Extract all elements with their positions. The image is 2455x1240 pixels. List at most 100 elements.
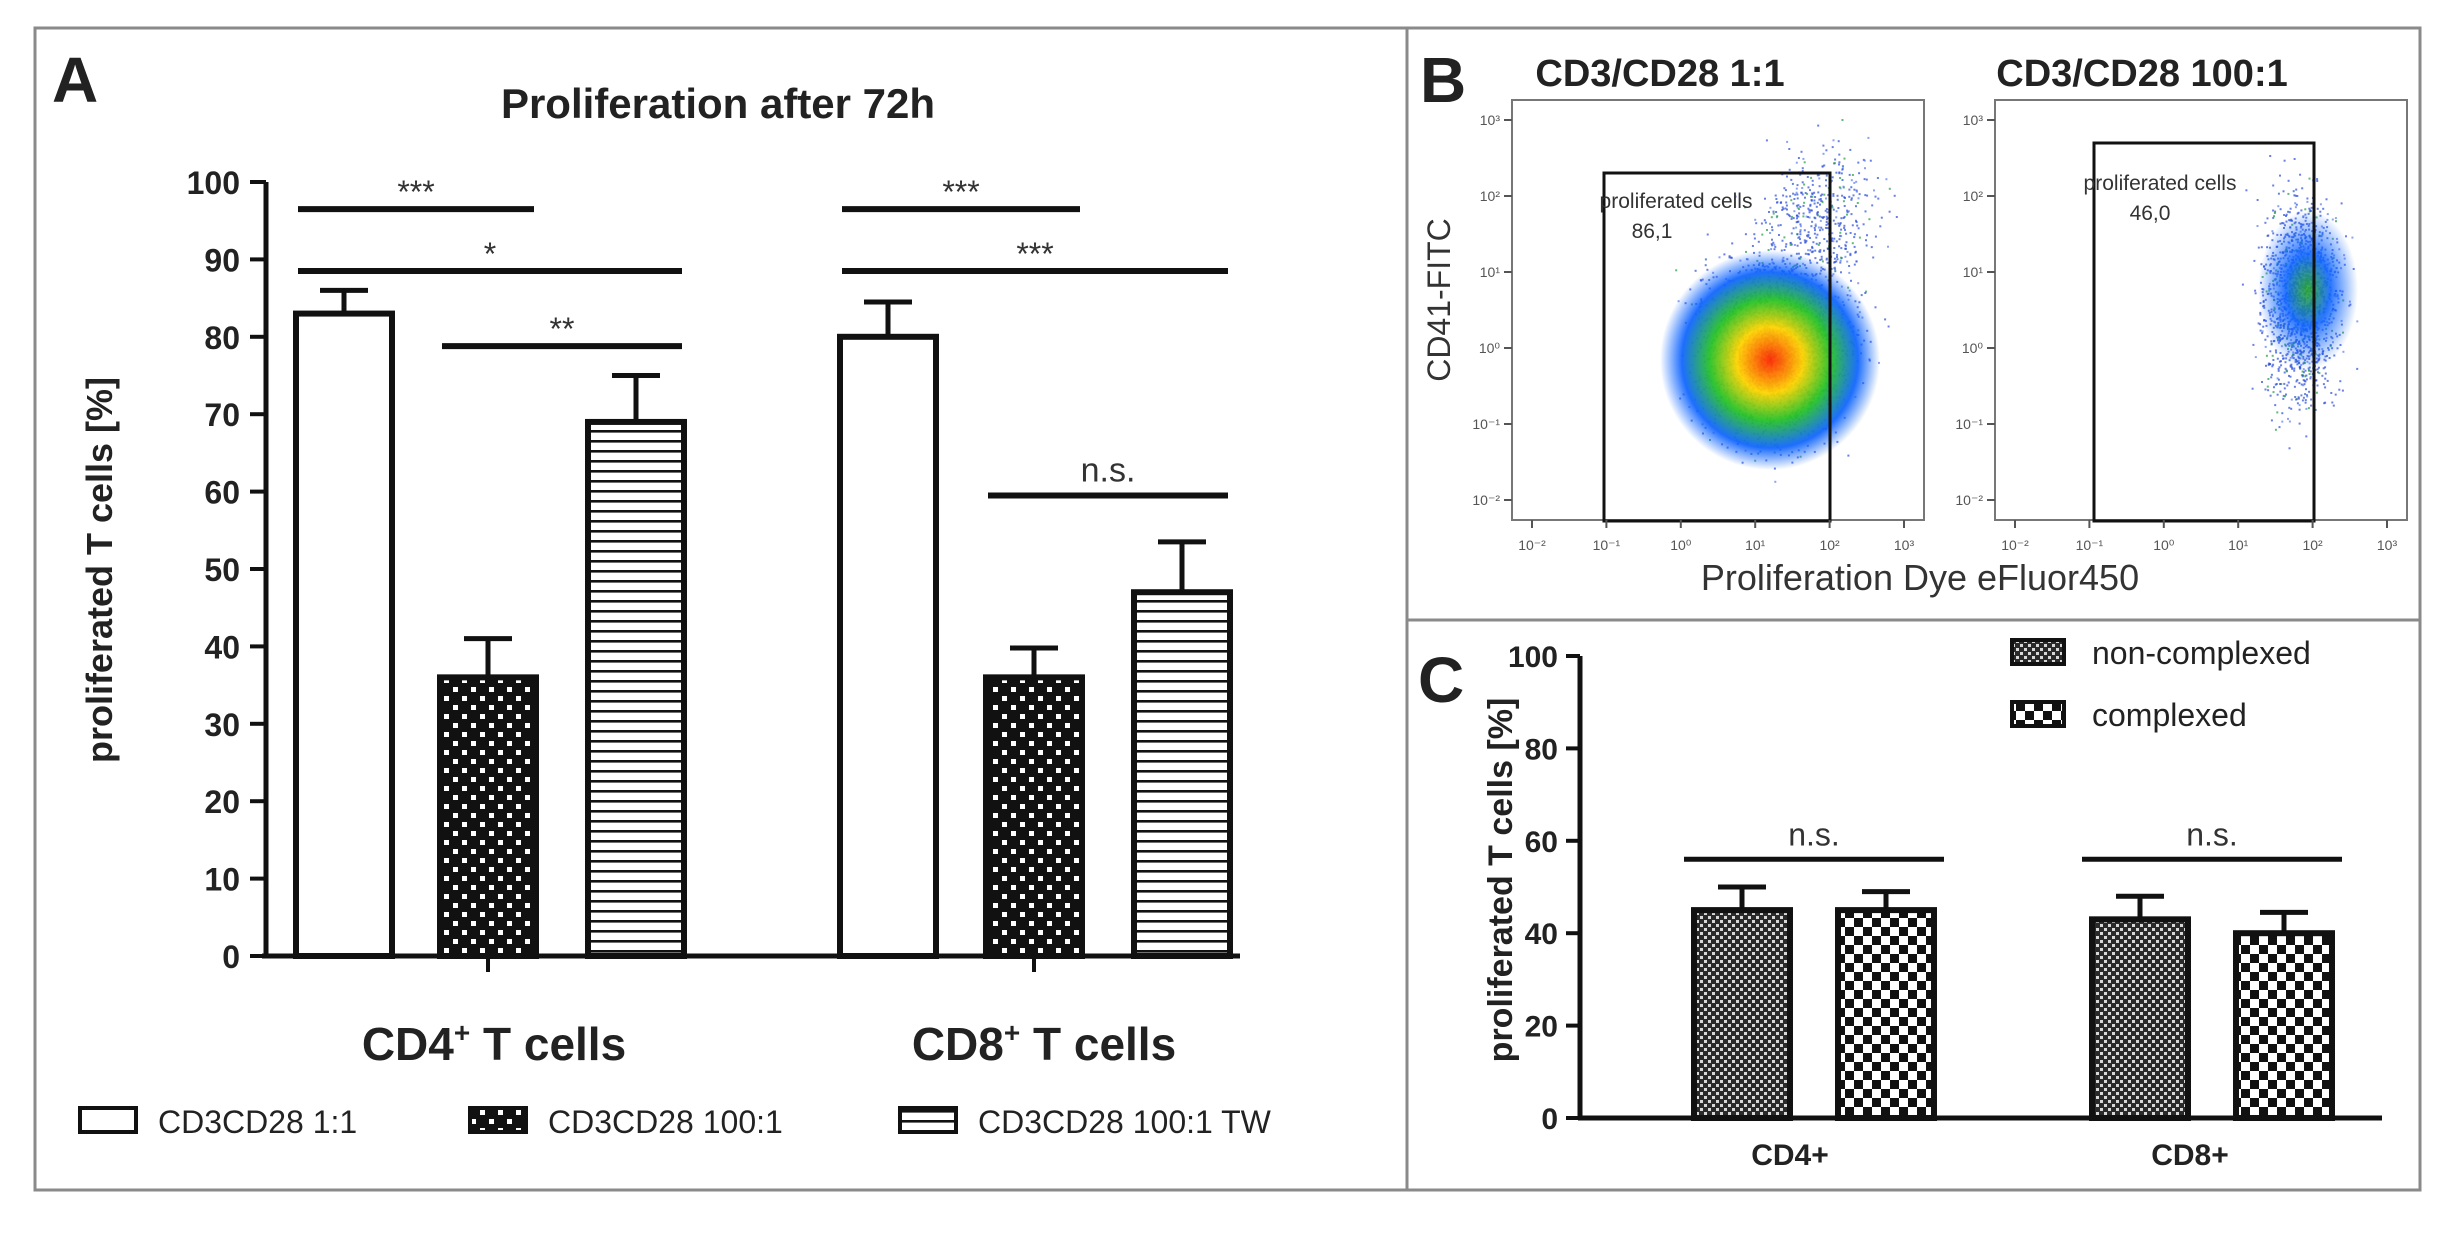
flow-event-dot	[1769, 232, 1772, 234]
flow-event-dot	[1863, 178, 1866, 181]
flow-y-tick-label: 10¹	[1480, 264, 1501, 280]
flow-event-dot	[1809, 189, 1811, 192]
chart-c-category-cd8: CD8+	[2151, 1139, 2229, 1172]
flow-event-dot	[1855, 180, 1858, 183]
flow-event-dot	[1831, 232, 1834, 235]
flow-event-dot	[1694, 269, 1697, 272]
flow-event-dot	[2294, 206, 2297, 209]
flow-event-dot	[2319, 210, 2322, 213]
flow-event-dot	[2288, 374, 2290, 377]
flow-event-dot	[2294, 202, 2297, 205]
flow-event-dot	[1835, 216, 1838, 219]
flow-event-dot	[1851, 242, 1854, 245]
flow-event-dot	[1824, 209, 1827, 212]
flow-event-dot	[2266, 385, 2269, 388]
flow-event-dot	[1831, 204, 1834, 207]
flow-event-dot	[2241, 283, 2244, 286]
flow-event-dot	[1771, 238, 1773, 241]
flow-x-tick-label: 10¹	[1745, 537, 1766, 553]
flow-event-dot	[1865, 290, 1868, 293]
flow-event-dot	[1802, 204, 1805, 207]
flow-event-dot	[1845, 241, 1848, 244]
flow-event-dot	[2287, 192, 2290, 195]
panel-c: C proliferated T cells [%] 020406080100 …	[1418, 635, 2382, 1172]
flow-event-dot	[1864, 292, 1867, 294]
flow-event-dot	[2339, 380, 2342, 383]
chart-a-y-tick-label: 20	[204, 784, 240, 820]
flow-event-dot	[1774, 480, 1777, 483]
flow-event-dot	[1819, 258, 1822, 261]
flow-event-dot	[2305, 388, 2307, 391]
flow-event-dot	[2282, 190, 2285, 193]
flow-event-dot	[1853, 245, 1856, 248]
flow-x-axis-label: Proliferation Dye eFluor450	[1701, 557, 2139, 598]
flow-event-dot	[1796, 197, 1799, 200]
flow-event-dot	[1834, 270, 1837, 273]
flow-event-dot	[1810, 199, 1813, 201]
flow-y-tick-label: 10⁰	[1479, 340, 1501, 356]
flow-plot-2-density	[2258, 210, 2358, 370]
flow-event-dot	[1814, 229, 1816, 232]
flow-event-dot	[1849, 232, 1852, 234]
flow-event-dot	[1807, 249, 1810, 252]
flow-event-dot	[1827, 194, 1830, 196]
flow-event-dot	[1817, 191, 1820, 194]
flow-event-dot	[1809, 203, 1812, 206]
flow-event-dot	[1846, 209, 1849, 212]
flow-event-dot	[2264, 345, 2267, 348]
flow-event-dot	[2330, 392, 2333, 394]
flow-event-dot	[2316, 178, 2319, 181]
flow-event-dot	[1782, 194, 1785, 197]
flow-x-tick-label: 10³	[1894, 537, 1915, 553]
flow-event-dot	[2269, 394, 2272, 397]
flow-event-dot	[1839, 177, 1842, 179]
flow-event-dot	[2304, 375, 2307, 378]
flow-event-dot	[1802, 157, 1805, 160]
flow-event-dot	[2296, 402, 2299, 405]
flow-event-dot	[1816, 213, 1819, 216]
flow-event-dot	[2287, 179, 2290, 182]
flow-plot-2-gate	[2092, 141, 2316, 523]
flow-event-dot	[2310, 398, 2313, 401]
flow-y-axis-label: CD41-FITC	[1421, 218, 1457, 382]
flow-event-dot	[2272, 391, 2275, 394]
flow-event-dot	[1841, 194, 1844, 197]
flow-event-dot	[2272, 209, 2275, 212]
chart-c-y-tick-label: 80	[1525, 733, 1558, 766]
flow-event-dot	[2280, 364, 2283, 367]
flow-event-dot	[2284, 367, 2287, 370]
flow-plot-1-gate-value: 86,1	[1632, 220, 1673, 243]
chart-a-bar	[983, 674, 1085, 959]
flow-event-dot	[2264, 221, 2267, 224]
flow-event-dot	[2281, 412, 2284, 415]
chart-a-bar	[293, 310, 395, 959]
flow-event-dot	[2298, 408, 2301, 411]
flow-event-dot	[1763, 219, 1766, 222]
flow-event-dot	[1810, 195, 1812, 198]
flow-event-dot	[1786, 213, 1789, 216]
flow-event-dot	[1819, 249, 1822, 252]
flow-event-dot	[2334, 217, 2337, 220]
flow-event-dot	[1804, 241, 1807, 244]
flow-event-dot	[2277, 368, 2280, 370]
flow-event-dot	[1871, 204, 1874, 207]
flow-event-dot	[2318, 372, 2321, 375]
flow-event-dot	[2285, 213, 2288, 216]
flow-event-dot	[1811, 247, 1814, 249]
flow-event-dot	[1842, 185, 1845, 188]
flow-event-dot	[2261, 332, 2264, 335]
flow-event-dot	[2274, 210, 2277, 213]
flow-event-dot	[1777, 224, 1780, 227]
flow-event-dot	[1837, 222, 1840, 225]
flow-event-dot	[1834, 222, 1837, 225]
flow-event-dot	[1704, 264, 1707, 267]
legend-swatch-cd3cd28-1-1	[78, 1106, 138, 1134]
flow-event-dot	[1744, 233, 1747, 236]
flow-event-dot	[1788, 168, 1791, 171]
flow-y-tick-label: 10³	[1480, 112, 1501, 128]
flow-event-dot	[1839, 222, 1842, 225]
flow-event-dot	[1772, 241, 1775, 244]
flow-event-dot	[1817, 226, 1820, 229]
flow-event-dot	[1796, 206, 1799, 209]
flow-event-dot	[1760, 222, 1763, 225]
